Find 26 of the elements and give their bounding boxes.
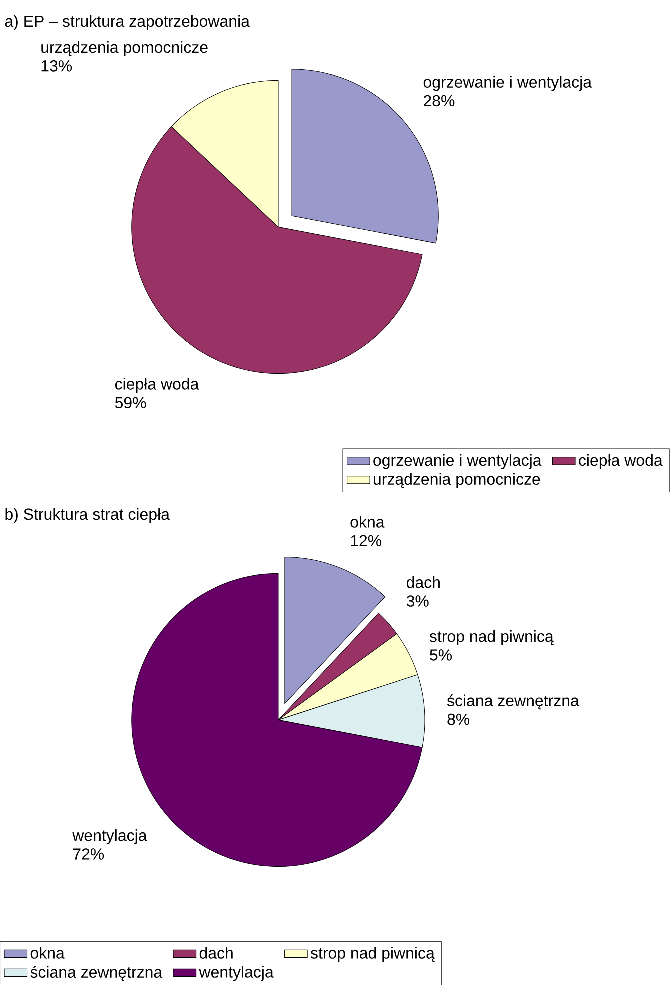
slice-label: ściana zewnętrzna (447, 694, 580, 710)
chart-title: b) Struktura strat ciepła (6, 508, 170, 524)
data-label: 13% (42, 60, 72, 72)
legend-label: ściana zewnętrzna (30, 966, 162, 982)
legend-label: urządzenia pomocnicze (374, 473, 540, 488)
slice-label: okna (350, 516, 385, 528)
chart-title: a) EP – struktura zapotrzebowania (5, 15, 250, 30)
data-label: 5% (430, 650, 452, 661)
legend-label: okna (30, 947, 65, 959)
slice-label: urządzenia pomocnicze (42, 41, 208, 56)
slice-label: dach (406, 576, 440, 588)
legend-label: wentylacja (199, 966, 274, 982)
slice-label: strop nad piwnicą (430, 630, 554, 646)
data-label: 59% (115, 397, 146, 409)
data-label: 3% (406, 596, 429, 607)
legend-label: strop nad piwnicą (310, 947, 435, 962)
slice-label: ogrzewanie i wentylacja (424, 76, 592, 92)
data-label: 72% (73, 848, 104, 860)
data-label: 28% (424, 95, 455, 107)
legend-label: ogrzewanie i wentylacja (374, 454, 542, 470)
legend-label: ciepła woda (579, 454, 663, 470)
slice-label: wentylacja (72, 830, 148, 844)
legend-label: dach (200, 947, 233, 959)
slice-label: ciepła woda (115, 378, 200, 394)
data-label: 12% (351, 535, 382, 546)
data-label: 8% (448, 714, 470, 726)
